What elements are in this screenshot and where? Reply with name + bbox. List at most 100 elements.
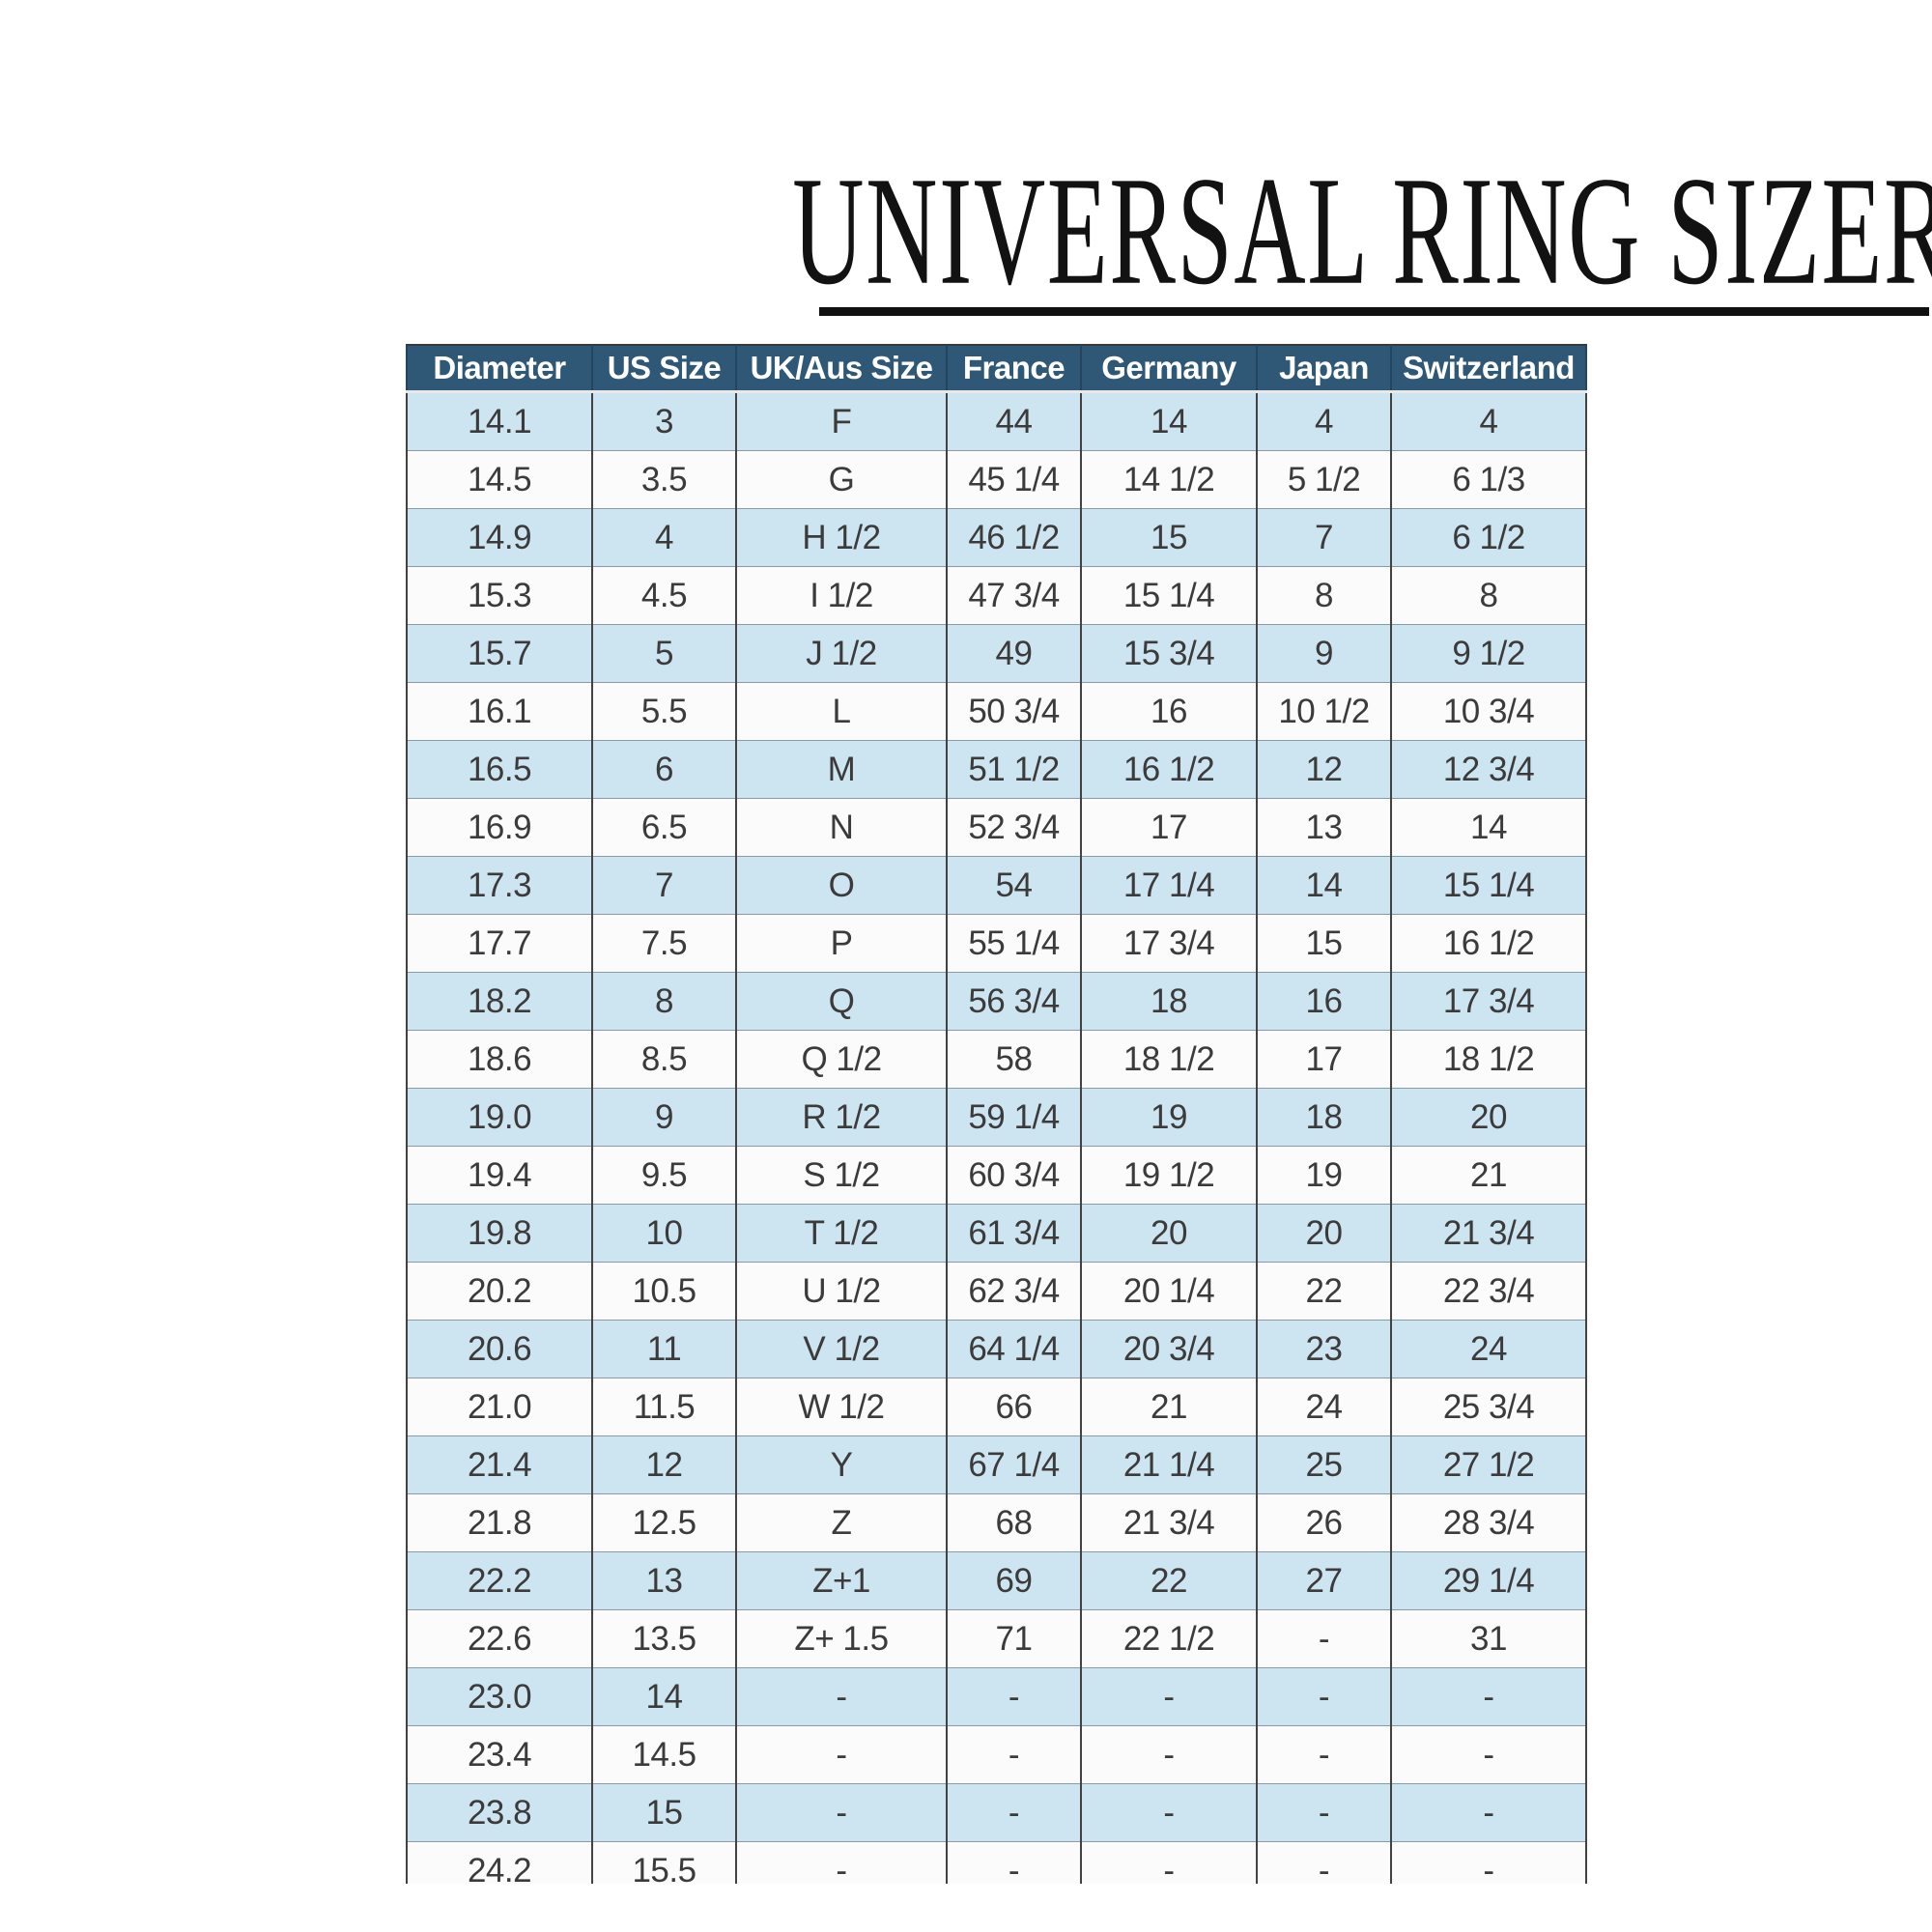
table-cell: 8.5 <box>591 1030 737 1089</box>
table-cell: 20 <box>1390 1088 1587 1147</box>
table-cell: 17 <box>1080 798 1258 857</box>
table-cell: 28 3/4 <box>1390 1493 1587 1552</box>
table-cell: 18.2 <box>406 972 593 1031</box>
table-cell: 24 <box>1256 1378 1392 1436</box>
table-cell: 13 <box>591 1551 737 1610</box>
table-cell: 4.5 <box>591 566 737 625</box>
table-row: 21.4 12 Y 67 1/4 21 1/4 25 27 1/2 <box>406 1435 1587 1494</box>
table-cell: W 1/2 <box>735 1378 948 1436</box>
table-cell: 3.5 <box>591 450 737 509</box>
table-row: 15.3 4.5 I 1/2 47 3/4 15 1/4 8 8 <box>406 566 1587 625</box>
table-cell: L <box>735 682 948 741</box>
table-cell: 21 <box>1080 1378 1258 1436</box>
table-cell: 20.2 <box>406 1262 593 1321</box>
table-cell: 11.5 <box>591 1378 737 1436</box>
table-cell: 21.4 <box>406 1435 593 1494</box>
table-cell: 21 3/4 <box>1390 1204 1587 1263</box>
table-cell: 21.0 <box>406 1378 593 1436</box>
table-cell: 47 3/4 <box>946 566 1082 625</box>
table-cell: 62 3/4 <box>946 1262 1082 1321</box>
table-cell: 7.5 <box>591 914 737 973</box>
table-cell: 45 1/4 <box>946 450 1082 509</box>
table-cell: 19.4 <box>406 1146 593 1205</box>
table-cell: 15 <box>1080 508 1258 567</box>
header-row: Diameter US Size UK/Aus Size France Germany J… <box>406 345 1587 393</box>
table-cell: 4 <box>1390 391 1587 451</box>
table-cell: 10 <box>591 1204 737 1263</box>
table-cell: 25 3/4 <box>1390 1378 1587 1436</box>
table-cell: 16.9 <box>406 798 593 857</box>
table-cell: - <box>1390 1725 1587 1784</box>
table-cell: 11 <box>591 1320 737 1378</box>
table-cell: 22 3/4 <box>1390 1262 1587 1321</box>
table-cell: - <box>735 1783 948 1842</box>
table-cell: 15 <box>1256 914 1392 973</box>
table-cell: 21 3/4 <box>1080 1493 1258 1552</box>
table-cell: - <box>1256 1841 1392 1884</box>
table-cell: 55 1/4 <box>946 914 1082 973</box>
table-cell: - <box>946 1667 1082 1726</box>
table-cell: - <box>1080 1783 1258 1842</box>
table-cell: Q <box>735 972 948 1031</box>
table-cell: G <box>735 450 948 509</box>
table-row: 16.5 6 M 51 1/2 16 1/2 12 12 3/4 <box>406 740 1587 799</box>
table-cell: 68 <box>946 1493 1082 1552</box>
table-row: 14.1 3 F 44 14 4 4 <box>406 391 1587 451</box>
table-cell: 18 <box>1256 1088 1392 1147</box>
table-cell: - <box>1256 1667 1392 1726</box>
table-cell: 18.6 <box>406 1030 593 1089</box>
table-cell: F <box>735 391 948 451</box>
table-cell: 4 <box>1256 391 1392 451</box>
table-cell: 21.8 <box>406 1493 593 1552</box>
table-cell: 13.5 <box>591 1609 737 1668</box>
table-cell: - <box>735 1725 948 1784</box>
table-cell: 59 1/4 <box>946 1088 1082 1147</box>
table-cell: - <box>946 1783 1082 1842</box>
table-cell: 22.2 <box>406 1551 593 1610</box>
table-cell: 4 <box>591 508 737 567</box>
table-cell: 6 1/2 <box>1390 508 1587 567</box>
table-cell: 31 <box>1390 1609 1587 1668</box>
table-row: 20.6 11 V 1/2 64 1/4 20 3/4 23 24 <box>406 1320 1587 1378</box>
table-row: 19.8 10 T 1/2 61 3/4 20 20 21 3/4 <box>406 1204 1587 1263</box>
table-cell: 10.5 <box>591 1262 737 1321</box>
table-cell: 24 <box>1390 1320 1587 1378</box>
title-container: UNIVERSAL RING SIZER <box>792 143 1932 316</box>
table-cell: 15.5 <box>591 1841 737 1884</box>
table-cell: T 1/2 <box>735 1204 948 1263</box>
table-cell: - <box>1080 1841 1258 1884</box>
table-cell: N <box>735 798 948 857</box>
table-cell: 17 3/4 <box>1390 972 1587 1031</box>
table-cell: 20 3/4 <box>1080 1320 1258 1378</box>
table-cell: 23.4 <box>406 1725 593 1784</box>
table-cell: 17.3 <box>406 856 593 915</box>
table-cell: 16 <box>1080 682 1258 741</box>
table-cell: 7 <box>591 856 737 915</box>
table-cell: O <box>735 856 948 915</box>
table-cell: H 1/2 <box>735 508 948 567</box>
table-cell: 19 <box>1256 1146 1392 1205</box>
table-cell: 13 <box>1256 798 1392 857</box>
table-cell: - <box>1080 1667 1258 1726</box>
table-cell: P <box>735 914 948 973</box>
table-cell: 12 3/4 <box>1390 740 1587 799</box>
table-cell: 16 1/2 <box>1080 740 1258 799</box>
table-row: 16.1 5.5 L 50 3/4 16 10 1/2 10 3/4 <box>406 682 1587 741</box>
table-cell: 17 1/4 <box>1080 856 1258 915</box>
table-cell: 71 <box>946 1609 1082 1668</box>
table-cell: 69 <box>946 1551 1082 1610</box>
column-header-japan: Japan <box>1256 345 1392 393</box>
table-cell: 17 <box>1256 1030 1392 1089</box>
table-row: 22.2 13 Z+1 69 22 27 29 1/4 <box>406 1551 1587 1610</box>
table-cell: 19.0 <box>406 1088 593 1147</box>
table-cell: 8 <box>1390 566 1587 625</box>
table-cell: R 1/2 <box>735 1088 948 1147</box>
table-cell: Y <box>735 1435 948 1494</box>
table-cell: 16 1/2 <box>1390 914 1587 973</box>
table-cell: 15.3 <box>406 566 593 625</box>
table-row: 24.2 15.5- - - - - <box>406 1841 1587 1884</box>
table-row: 17.7 7.5 P 55 1/4 17 3/4 15 16 1/2 <box>406 914 1587 973</box>
table-cell: 18 1/2 <box>1390 1030 1587 1089</box>
table-cell: U 1/2 <box>735 1262 948 1321</box>
